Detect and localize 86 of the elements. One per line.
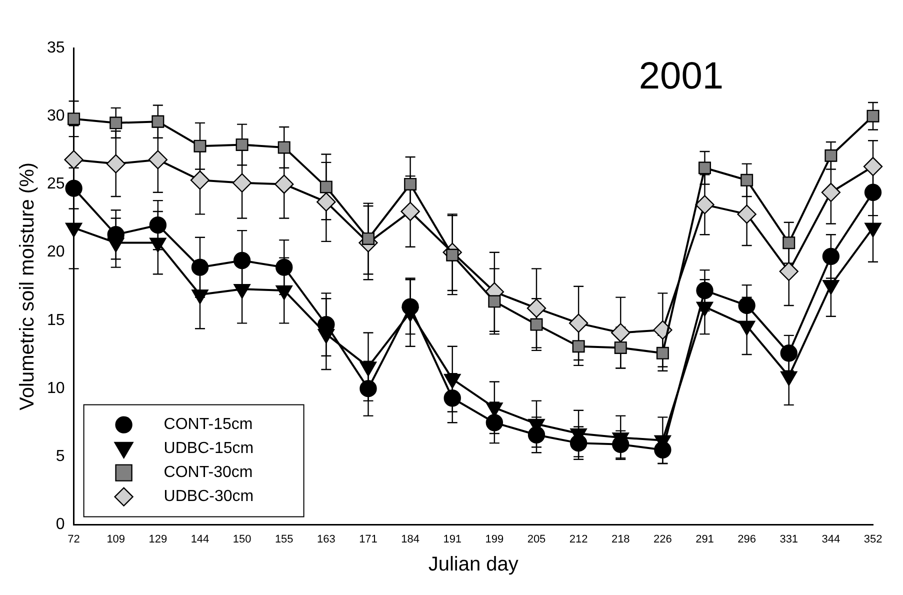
point [863, 156, 883, 176]
legend-label: UDBC-15cm [164, 440, 254, 458]
y-tick-label: 15 [47, 312, 65, 329]
point [656, 346, 669, 360]
y-tick-label: 25 [47, 176, 65, 193]
x-tick-label: 212 [569, 533, 588, 546]
point [695, 195, 714, 214]
x-tick-label: 331 [780, 533, 798, 546]
point [486, 414, 504, 432]
point [614, 341, 627, 354]
annotation: 2001 [638, 55, 724, 98]
y-tick-label: 30 [47, 108, 65, 125]
x-tick-label: 344 [822, 533, 840, 546]
point [362, 232, 374, 245]
point [64, 150, 84, 170]
legend-label: CONT-15cm [164, 416, 253, 434]
point [737, 204, 756, 224]
x-axis-title: Julian day [428, 554, 518, 576]
x-tick-label: 150 [232, 533, 252, 546]
legend-label: CONT-30cm [164, 464, 253, 482]
point [232, 173, 252, 192]
x-tick-label: 129 [148, 533, 168, 546]
x-tick-label: 184 [401, 533, 420, 546]
point [779, 262, 798, 282]
x-tick-label: 163 [316, 533, 336, 546]
point [404, 178, 417, 190]
point [698, 162, 712, 174]
point [149, 216, 167, 234]
point [780, 344, 798, 362]
x-tick-label: 155 [274, 533, 294, 546]
point [570, 434, 588, 452]
point [191, 258, 209, 276]
y-tick-label: 35 [47, 39, 65, 56]
x-tick-label: 199 [485, 533, 504, 546]
point [572, 340, 585, 353]
x-tick-label: 72 [68, 533, 80, 546]
y-tick-label: 20 [47, 244, 65, 261]
x-tick-label: 144 [190, 533, 210, 546]
point [274, 174, 294, 194]
point [821, 182, 841, 202]
point [866, 110, 880, 122]
x-tick-label: 205 [527, 533, 546, 546]
point [782, 236, 796, 250]
point [653, 320, 672, 340]
point [278, 141, 290, 154]
point [654, 441, 672, 458]
point [568, 314, 588, 333]
point [611, 323, 630, 342]
point [696, 282, 714, 300]
point [236, 138, 248, 151]
point [400, 202, 420, 222]
point [194, 140, 206, 152]
point [526, 298, 546, 318]
point [822, 248, 840, 266]
point [530, 318, 543, 331]
x-tick-label: 218 [611, 533, 630, 546]
point [360, 380, 377, 398]
x-tick-label: 171 [359, 533, 378, 546]
point [488, 295, 501, 308]
point [316, 192, 336, 212]
point [152, 115, 164, 128]
point [190, 170, 210, 190]
y-axis-title: Volumetric soil moisture (%) [16, 162, 39, 410]
point [148, 150, 168, 170]
x-tick-label: 291 [696, 533, 714, 546]
point [864, 184, 882, 202]
point [824, 149, 838, 162]
x-tick-label: 352 [864, 533, 882, 546]
x-tick-label: 191 [443, 533, 462, 546]
x-tick-label: 109 [106, 533, 126, 546]
point [106, 154, 126, 174]
y-tick-label: 5 [56, 448, 65, 466]
x-tick-label: 226 [654, 533, 672, 546]
point [276, 258, 293, 276]
x-tick-label: 296 [738, 533, 756, 546]
point [740, 174, 754, 186]
point [528, 426, 546, 444]
point [444, 390, 461, 407]
point [233, 252, 251, 270]
point [110, 116, 122, 130]
point [320, 180, 332, 194]
legend-label: UDBC-30cm [164, 488, 254, 506]
y-tick-label: 10 [47, 380, 65, 397]
point [402, 298, 419, 316]
point [738, 296, 756, 314]
y-tick-label: 0 [56, 516, 65, 534]
